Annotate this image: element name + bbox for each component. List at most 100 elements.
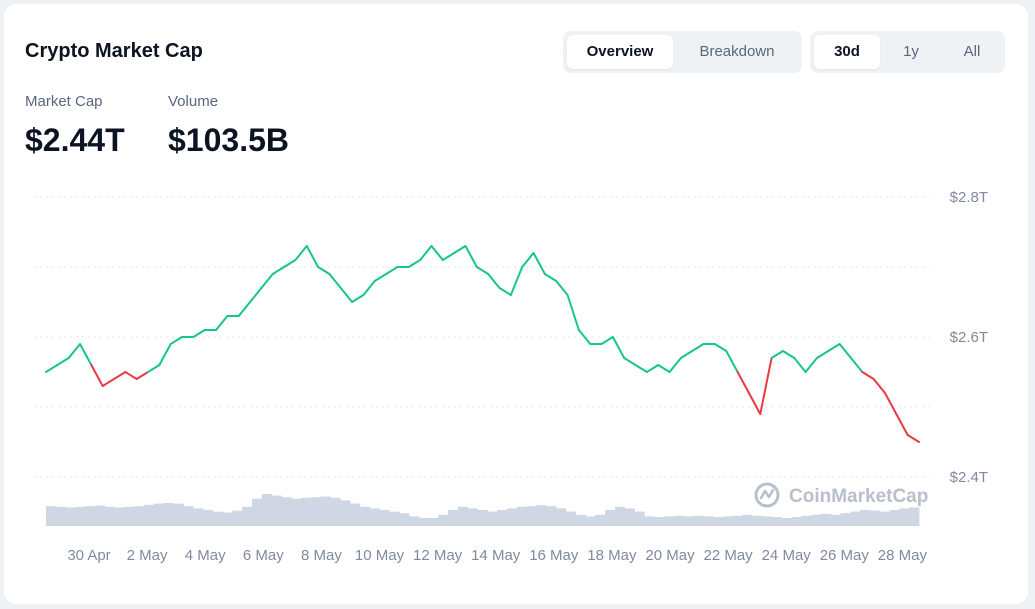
volume-bar bbox=[251, 498, 263, 526]
series-line-segment bbox=[657, 364, 671, 373]
series-line-segment bbox=[373, 273, 388, 282]
volume-bar bbox=[408, 516, 420, 526]
market-cap-chart: CoinMarketCap $2.4T $2.6T $2.8T 30 Apr 2 Ma… bbox=[34, 189, 988, 564]
series-line-segment bbox=[45, 364, 59, 373]
volume-bar bbox=[46, 506, 57, 526]
series-line-segment bbox=[124, 371, 138, 380]
series-line-segment bbox=[283, 259, 297, 268]
volume-bar bbox=[261, 494, 273, 526]
coinmarketcap-watermark: CoinMarketCap bbox=[754, 482, 928, 508]
series-line-segment bbox=[237, 301, 252, 317]
series-line-segment bbox=[147, 364, 161, 373]
volume-bar bbox=[565, 511, 577, 526]
volume-bar bbox=[202, 510, 214, 526]
series-line-segment bbox=[804, 357, 818, 373]
volume-value: $103.5B bbox=[168, 122, 289, 158]
series-line-segment bbox=[79, 343, 93, 366]
tab-overview[interactable]: Overview bbox=[567, 35, 673, 69]
series-line-segment bbox=[838, 343, 852, 359]
series-line-segment bbox=[861, 371, 875, 380]
volume-bar bbox=[732, 515, 743, 526]
volume-bar bbox=[879, 511, 890, 526]
series-line-segment bbox=[271, 266, 286, 275]
x-tick-label: 18 May bbox=[587, 547, 637, 564]
volume-bar bbox=[340, 500, 351, 526]
series-line-segment bbox=[215, 315, 229, 331]
x-tick-label: 22 May bbox=[703, 547, 753, 564]
series-line-segment bbox=[385, 266, 399, 275]
series-line-segment bbox=[509, 266, 524, 296]
volume-bar bbox=[95, 505, 106, 526]
series-line-segment bbox=[781, 350, 796, 359]
volume-label: Volume bbox=[168, 93, 219, 110]
series-line-segment bbox=[600, 336, 614, 345]
series-line-segment bbox=[577, 329, 592, 345]
series-line-segment bbox=[793, 357, 807, 373]
volume-bar bbox=[585, 516, 596, 526]
volume-bar bbox=[663, 516, 675, 526]
volume-bar bbox=[683, 516, 694, 526]
series-line-segment bbox=[759, 357, 773, 415]
volume-bar bbox=[457, 506, 469, 526]
range-30d-button[interactable]: 30d bbox=[814, 35, 880, 69]
series-line-segment bbox=[135, 371, 150, 380]
volume-bar bbox=[762, 516, 773, 526]
volume-bar bbox=[320, 496, 331, 526]
volume-bar bbox=[801, 515, 812, 526]
volume-bar bbox=[379, 510, 390, 526]
volume-bar bbox=[869, 510, 881, 526]
volume-bar bbox=[752, 515, 763, 526]
volume-bar bbox=[369, 508, 380, 526]
x-tick-label: 14 May bbox=[471, 547, 521, 564]
volume-bar bbox=[222, 512, 233, 526]
series-line-segment bbox=[543, 273, 558, 282]
series-line-segment bbox=[407, 259, 422, 268]
x-tick-label: 30 Apr bbox=[67, 547, 110, 564]
x-tick-label: 10 May bbox=[355, 547, 405, 564]
volume-bar bbox=[634, 511, 645, 526]
volume-bar bbox=[703, 516, 714, 526]
range-all-button[interactable]: All bbox=[963, 43, 981, 60]
range-toggle: 30d 1y All bbox=[810, 31, 1005, 73]
volume-bar bbox=[536, 505, 547, 526]
x-tick-label: 6 May bbox=[243, 547, 284, 564]
series-line-segment bbox=[770, 350, 784, 359]
volume-bar bbox=[722, 516, 734, 526]
series-line-segment bbox=[464, 245, 478, 268]
volume-bar bbox=[781, 518, 792, 526]
range-1y-button[interactable]: 1y bbox=[903, 43, 919, 60]
series-line-segment bbox=[872, 378, 886, 394]
series-line-segment bbox=[883, 392, 898, 415]
volume-bar bbox=[389, 511, 400, 526]
series-line-segment bbox=[747, 392, 762, 415]
series-line-segment bbox=[67, 343, 82, 359]
series-line-segment bbox=[611, 336, 626, 359]
series-line-segment bbox=[623, 357, 637, 366]
x-tick-label: 2 May bbox=[127, 547, 168, 564]
volume-bar bbox=[860, 510, 871, 526]
series-line-segment bbox=[555, 280, 569, 296]
volume-bar bbox=[909, 507, 920, 526]
volume-bar bbox=[811, 514, 822, 526]
volume-bar bbox=[291, 498, 302, 526]
volume-bar bbox=[497, 510, 508, 526]
series-line-segment bbox=[419, 245, 433, 261]
series-line-segment bbox=[691, 343, 705, 352]
series-line-segment bbox=[56, 357, 70, 366]
volume-bar bbox=[673, 515, 684, 526]
series-line-segment bbox=[317, 266, 331, 275]
tab-breakdown[interactable]: Breakdown bbox=[699, 43, 775, 60]
coinmarketcap-logo-icon bbox=[754, 482, 780, 508]
volume-bar bbox=[85, 506, 96, 526]
series-line-segment bbox=[192, 329, 206, 338]
volume-bar bbox=[173, 503, 184, 526]
volume-bar bbox=[75, 506, 86, 526]
volume-bar bbox=[889, 510, 900, 526]
volume-bar bbox=[124, 506, 135, 526]
volume-bar bbox=[350, 503, 361, 526]
volume-bar bbox=[134, 506, 145, 526]
page-title: Crypto Market Cap bbox=[25, 40, 203, 62]
x-tick-label: 26 May bbox=[820, 547, 870, 564]
volume-bar bbox=[428, 518, 439, 526]
x-tick-label: 24 May bbox=[762, 547, 812, 564]
